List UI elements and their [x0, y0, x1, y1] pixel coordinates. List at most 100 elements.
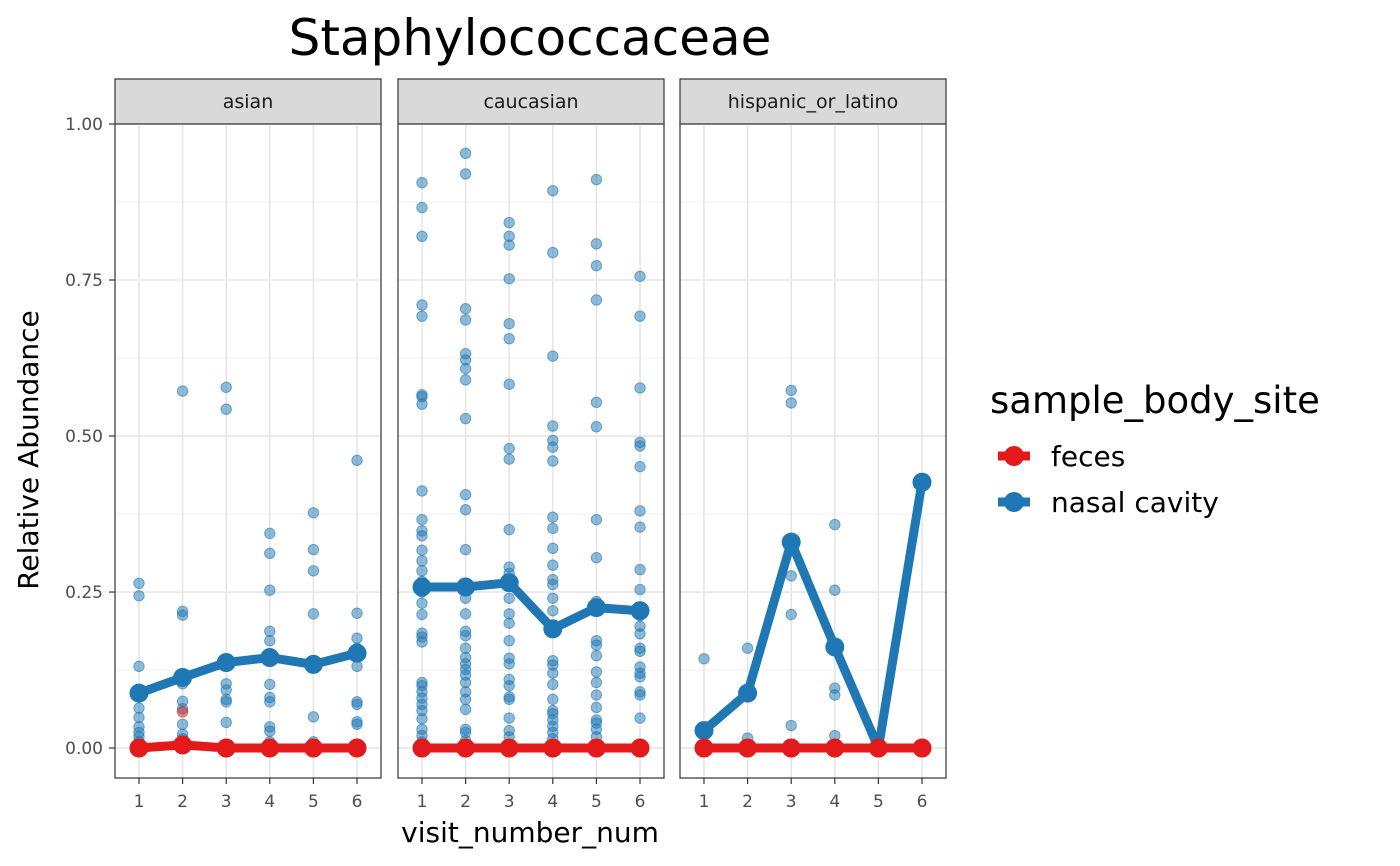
series-marker	[912, 472, 932, 492]
data-point	[634, 460, 646, 473]
data-point	[547, 559, 559, 571]
data-point	[176, 706, 189, 718]
data-point	[264, 547, 276, 560]
data-point	[634, 310, 646, 322]
x-tick-label: 6	[635, 792, 646, 812]
data-point	[459, 703, 472, 716]
data-point	[785, 608, 797, 621]
x-tick-label: 5	[591, 792, 602, 812]
data-point	[459, 374, 472, 386]
data-point	[264, 584, 276, 596]
data-point	[634, 521, 646, 533]
chart-title: Staphylococcaceae	[289, 9, 772, 67]
series-marker	[260, 648, 280, 668]
data-point	[264, 696, 276, 708]
data-point	[503, 453, 515, 465]
panel-background	[115, 124, 381, 778]
series-marker	[781, 532, 801, 552]
data-point	[547, 185, 559, 197]
data-point	[416, 398, 428, 410]
series-marker	[586, 598, 606, 618]
data-point	[220, 403, 232, 415]
data-point	[590, 173, 603, 186]
x-axis-title: visit_number_num	[401, 816, 659, 849]
series-marker	[630, 601, 650, 621]
series-marker	[543, 619, 563, 639]
data-point	[634, 645, 646, 658]
facet-strip-label: caucasian	[483, 91, 578, 113]
data-point	[459, 693, 472, 706]
data-point	[416, 713, 428, 725]
data-point	[351, 607, 363, 619]
data-point	[634, 712, 646, 724]
facet-strip-label: asian	[223, 91, 274, 113]
facet-panel-2: hispanic_or_latino 1 2 3 4 5 6	[679, 78, 947, 812]
data-point	[416, 230, 428, 243]
data-point	[220, 696, 232, 708]
data-point	[264, 625, 276, 638]
data-point	[459, 314, 472, 326]
data-point	[416, 513, 428, 526]
series-marker	[216, 653, 236, 673]
x-tick-label: 6	[352, 792, 363, 812]
x-tick-label: 4	[264, 792, 275, 812]
x-tick-label: 5	[873, 792, 884, 812]
data-point	[634, 382, 646, 394]
series-marker	[347, 738, 367, 758]
data-point	[459, 608, 472, 620]
data-point	[547, 522, 559, 535]
data-point	[547, 420, 559, 432]
x-tick-label: 6	[917, 792, 928, 812]
legend-entry-0: feces	[998, 440, 1125, 473]
data-point	[590, 649, 603, 662]
data-point	[785, 719, 797, 732]
y-tick-label: 1.00	[65, 115, 103, 135]
y-axis: 0.00 0.25 0.50 0.75 1.00	[65, 115, 115, 759]
data-point	[741, 642, 754, 654]
series-marker	[260, 738, 280, 758]
facet-panel-1: caucasian 1 2 3 4 5 6	[397, 78, 665, 812]
y-tick-label: 0.50	[65, 427, 103, 447]
series-marker	[738, 683, 758, 703]
data-point	[503, 679, 515, 692]
data-point	[176, 609, 189, 621]
series-marker	[694, 721, 714, 741]
data-point	[503, 658, 515, 670]
data-point	[503, 693, 515, 706]
y-axis-title: Relative Abundance	[12, 310, 45, 590]
data-point	[307, 565, 320, 577]
x-tick-label: 4	[829, 792, 840, 812]
data-point	[634, 583, 646, 596]
data-point	[307, 711, 320, 723]
facet-strip	[397, 78, 665, 125]
data-point	[307, 543, 320, 556]
data-point	[459, 488, 472, 501]
legend-key-marker	[1004, 446, 1024, 466]
data-point	[503, 635, 515, 647]
data-point	[634, 563, 646, 576]
series-marker	[412, 577, 432, 597]
series-marker	[456, 738, 476, 758]
data-point	[547, 693, 559, 706]
legend-label: nasal cavity	[1051, 486, 1219, 519]
panel-border	[114, 123, 382, 779]
panel-border	[397, 123, 665, 779]
y-tick-label: 0.00	[65, 739, 103, 759]
series-marker	[781, 738, 801, 758]
y-tick-label: 0.75	[65, 271, 103, 291]
x-tick-label: 1	[134, 792, 145, 812]
series-marker	[499, 573, 519, 593]
x-tick-label: 2	[460, 792, 471, 812]
data-point	[503, 592, 515, 604]
data-point	[590, 552, 603, 564]
legend-label: feces	[1051, 440, 1125, 473]
series-marker	[456, 577, 476, 597]
data-point	[351, 698, 363, 711]
series-marker	[129, 683, 149, 703]
data-point	[416, 299, 428, 311]
data-point	[829, 584, 841, 596]
series-marker	[912, 738, 932, 758]
panel-background	[680, 124, 946, 778]
data-point	[416, 544, 428, 556]
